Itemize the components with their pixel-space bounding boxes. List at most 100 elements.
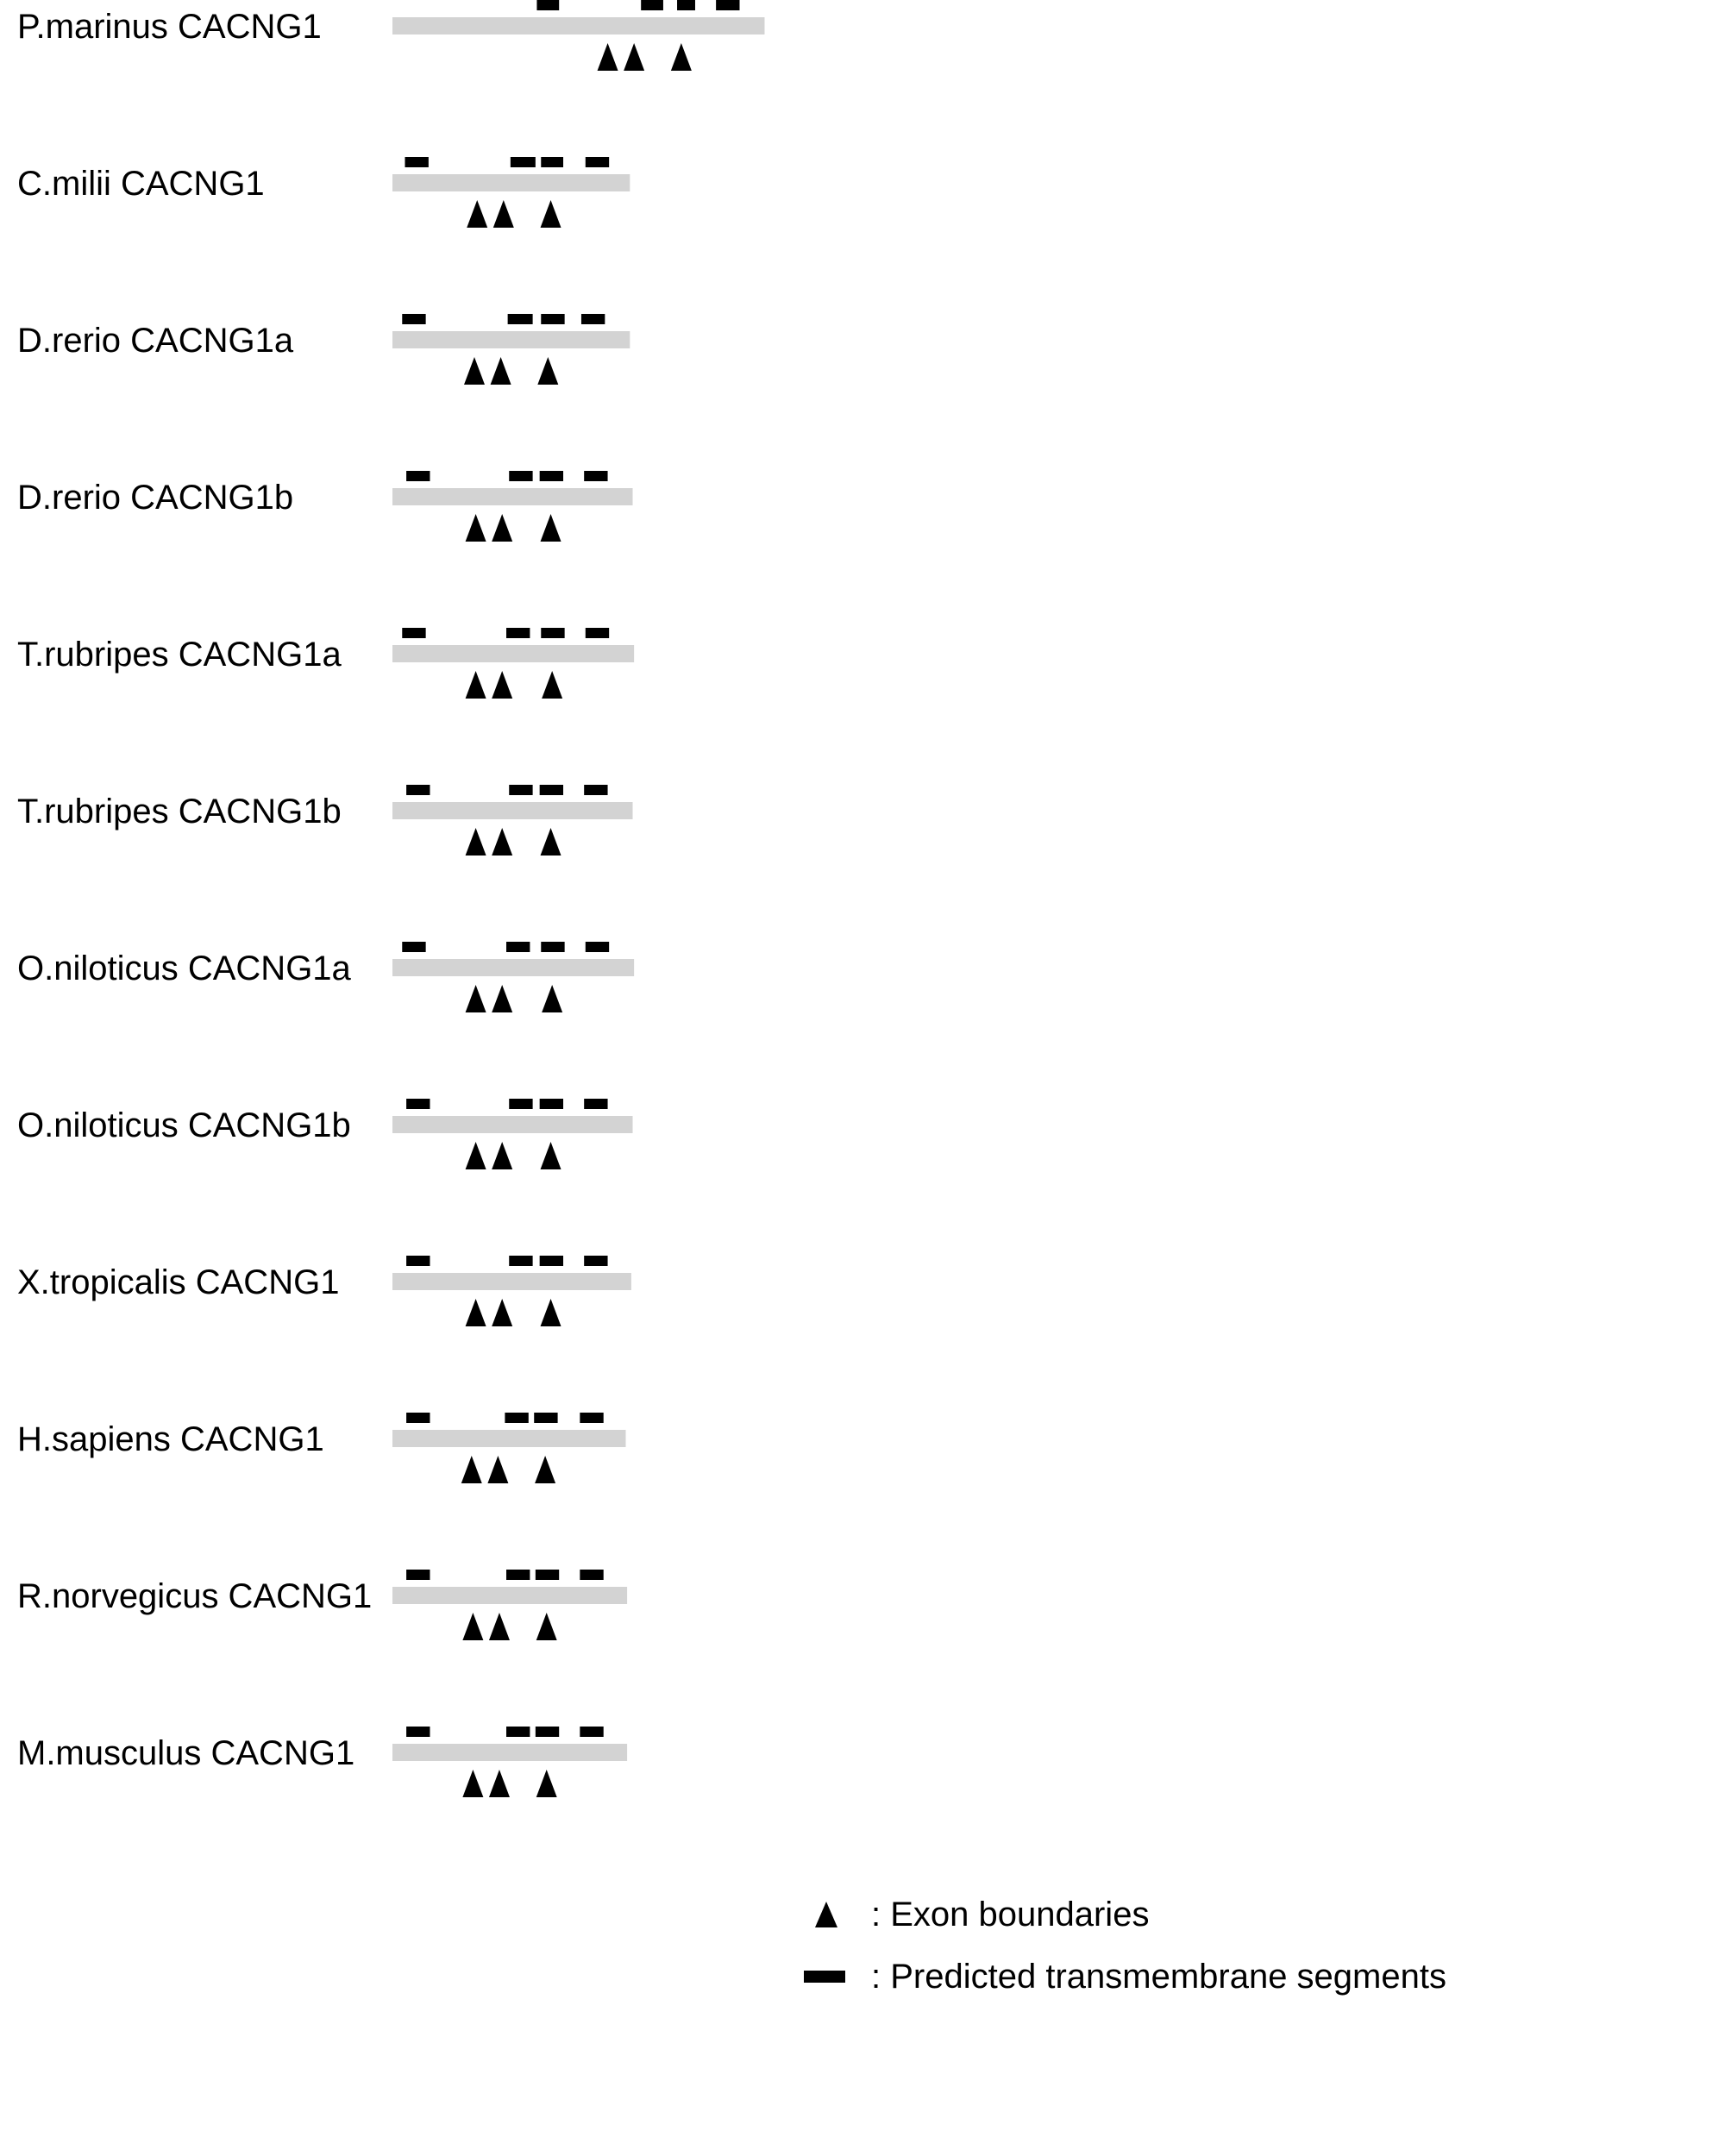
protein-bar: [392, 645, 635, 662]
tm-segment: [406, 1727, 430, 1737]
tm-segment: [509, 1099, 533, 1109]
protein-bar: [392, 331, 630, 348]
exon-boundary-marker: [535, 1456, 556, 1483]
legend-exon-label: : Exon boundaries: [871, 1896, 1149, 1934]
tm-segment: [506, 1570, 530, 1580]
tm-segment: [535, 1727, 560, 1737]
protein-bar: [392, 488, 633, 505]
legend-tm-segment-icon: [804, 1971, 845, 1983]
tm-segment: [584, 1256, 608, 1266]
legend: : Exon boundaries : Predicted transmembr…: [804, 1896, 1446, 1996]
tm-segment: [506, 942, 530, 952]
tm-segment: [406, 471, 430, 481]
tm-segment: [541, 157, 564, 167]
tm-segment: [505, 1413, 529, 1423]
exon-boundary-marker: [465, 1299, 486, 1326]
tm-segment: [406, 1256, 430, 1266]
tm-segment: [406, 785, 430, 795]
tm-segment: [509, 471, 533, 481]
exon-boundary-marker: [540, 200, 561, 228]
exon-boundary-marker: [461, 1456, 482, 1483]
tm-segment: [509, 1256, 533, 1266]
exon-boundary-marker: [492, 1299, 513, 1326]
exon-boundary-marker: [463, 357, 485, 385]
exon-boundary-marker: [492, 1142, 513, 1169]
protein-row: T.rubripes CACNG1a: [17, 628, 635, 699]
tm-segment: [402, 314, 426, 324]
tm-segment: [535, 1570, 560, 1580]
protein-bar: [392, 1744, 628, 1761]
tm-segment: [506, 1727, 530, 1737]
exon-boundary-marker: [540, 514, 561, 542]
exon-boundary-marker: [492, 200, 514, 228]
protein-row: T.rubripes CACNG1b: [17, 785, 633, 856]
protein-bar: [392, 1587, 628, 1604]
exon-boundary-marker: [467, 200, 488, 228]
tm-segment: [539, 1256, 564, 1266]
protein-rows: P.marinus CACNG1 C.milii CACNG1 D.rerio CA…: [17, 0, 765, 1797]
exon-boundary-marker: [462, 1770, 484, 1797]
tm-segment: [534, 1413, 558, 1423]
exon-boundary-marker: [540, 828, 561, 856]
tm-segment: [584, 471, 608, 481]
protein-label: R.norvegicus CACNG1: [17, 1577, 372, 1615]
tm-segment: [536, 0, 560, 10]
protein-row: X.tropicalis CACNG1: [17, 1256, 631, 1326]
protein-bar: [392, 174, 630, 191]
exon-boundary-marker: [492, 514, 513, 542]
exon-boundary-marker: [536, 1770, 557, 1797]
protein-bar: [392, 959, 635, 976]
protein-label: H.sapiens CACNG1: [17, 1420, 324, 1458]
tm-segment: [677, 0, 695, 10]
tm-segment: [580, 1727, 604, 1737]
tm-segment: [580, 1413, 604, 1423]
protein-label: D.rerio CACNG1a: [17, 322, 294, 360]
tm-segment: [510, 157, 536, 167]
legend-exon-marker-icon: [815, 1902, 837, 1927]
legend-tm-label: : Predicted transmembrane segments: [871, 1958, 1446, 1996]
protein-label: C.milii CACNG1: [17, 165, 265, 203]
protein-label: O.niloticus CACNG1a: [17, 950, 352, 987]
exon-boundary-marker: [542, 985, 563, 1012]
exon-boundary-marker: [492, 828, 513, 856]
tm-segment: [541, 314, 565, 324]
exon-boundary-marker: [465, 985, 486, 1012]
exon-boundary-marker: [465, 514, 486, 542]
protein-row: D.rerio CACNG1b: [17, 471, 633, 542]
protein-bar: [392, 1430, 626, 1447]
tm-segment: [585, 628, 610, 638]
exon-boundary-marker: [492, 671, 513, 699]
exon-boundary-marker: [465, 671, 486, 699]
exon-boundary-marker: [492, 985, 513, 1012]
exon-boundary-marker: [465, 828, 486, 856]
exon-boundary-marker: [624, 43, 645, 71]
protein-row: O.niloticus CACNG1b: [17, 1099, 633, 1169]
protein-row: R.norvegicus CACNG1: [17, 1570, 628, 1640]
tm-segment: [539, 785, 564, 795]
protein-label: T.rubripes CACNG1b: [17, 793, 342, 830]
exon-boundary-marker: [488, 1613, 510, 1640]
tm-segment: [402, 942, 426, 952]
tm-segment: [539, 1099, 564, 1109]
exon-boundary-marker: [490, 357, 511, 385]
protein-row: D.rerio CACNG1a: [17, 314, 630, 385]
tm-segment: [509, 785, 533, 795]
tm-segment: [584, 1099, 608, 1109]
protein-label: O.niloticus CACNG1b: [17, 1106, 351, 1144]
exon-boundary-marker: [542, 671, 563, 699]
tm-segment: [406, 1099, 430, 1109]
tm-segment: [507, 314, 533, 324]
protein-row: H.sapiens CACNG1: [17, 1413, 626, 1483]
exon-boundary-marker: [597, 43, 618, 71]
tm-segment: [506, 628, 530, 638]
tm-segment: [584, 785, 608, 795]
exon-boundary-marker: [540, 1299, 561, 1326]
exon-boundary-marker: [487, 1456, 509, 1483]
protein-row: O.niloticus CACNG1a: [17, 942, 635, 1012]
tm-segment: [641, 0, 663, 10]
tm-segment: [405, 157, 429, 167]
protein-label: M.musculus CACNG1: [17, 1734, 354, 1772]
protein-label: P.marinus CACNG1: [17, 8, 322, 46]
protein-row: C.milii CACNG1: [17, 157, 630, 228]
